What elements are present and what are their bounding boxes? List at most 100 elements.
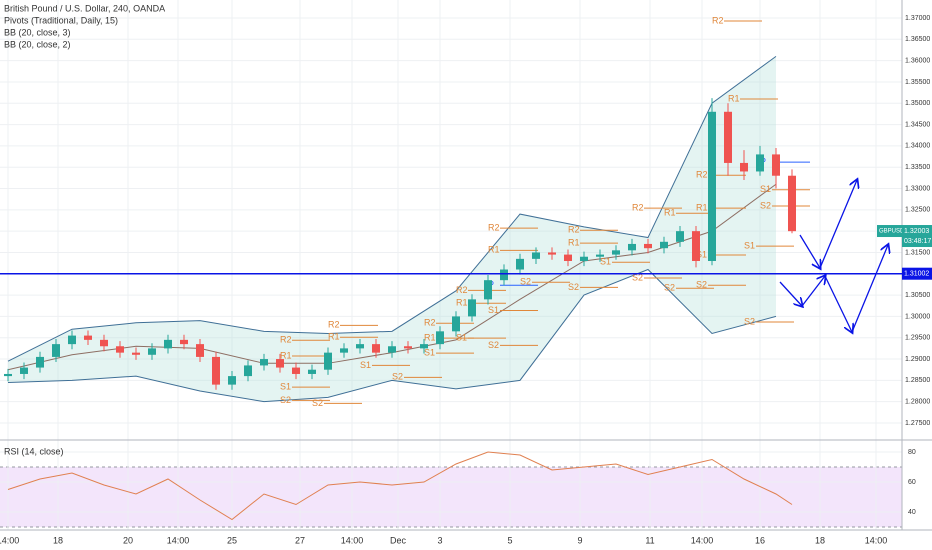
grid <box>0 0 902 530</box>
x-tick-label: Dec <box>390 535 407 545</box>
candle-body <box>596 254 604 257</box>
drawings <box>779 180 888 333</box>
candle-body <box>756 154 764 172</box>
candle-body <box>404 346 412 349</box>
candle-body <box>468 299 476 317</box>
pivot-label: R2 <box>568 225 580 235</box>
candle-body <box>676 231 684 242</box>
x-tick-label: 3 <box>437 535 442 545</box>
rsi-tick-label: 80 <box>908 449 916 456</box>
candle-body <box>84 335 92 340</box>
pivot-label: S2 <box>744 316 755 326</box>
x-tick-label: 18 <box>53 535 63 545</box>
rsi-line <box>7 451 793 521</box>
rsi-title: RSI (14, close) <box>4 446 64 456</box>
band-fill <box>8 56 776 402</box>
symbol-tag: GBPUSD <box>879 229 905 235</box>
candle-body <box>724 111 732 163</box>
candle-body <box>324 352 332 370</box>
arrow <box>824 275 852 332</box>
candle-body <box>4 373 12 377</box>
y-tick-label: 1.36500 <box>905 36 930 43</box>
pivot-label: S2 <box>520 277 531 287</box>
candle-body <box>36 356 44 368</box>
indicator-label: BB (20, close, 3) <box>4 27 71 37</box>
candle-body <box>228 376 236 385</box>
last-price-bg <box>902 225 932 248</box>
candle-body <box>692 231 700 261</box>
candle-body <box>260 359 268 366</box>
y-tick-label: 1.30500 <box>905 292 930 299</box>
band-upper <box>7 55 777 362</box>
pivot-label: S1 <box>744 240 755 250</box>
arrow <box>801 276 825 307</box>
candle-body <box>356 344 364 349</box>
chart-title: British Pound / U.S. Dollar, 240, OANDA <box>4 3 165 13</box>
x-tick-label: 11 <box>645 535 654 545</box>
price-tag: 1.31002 <box>904 271 929 278</box>
candle-body <box>580 256 588 261</box>
y-tick-label: 1.28500 <box>905 377 930 384</box>
x-tick-label: 14:00 <box>341 535 364 545</box>
pivot-label: S2 <box>392 372 403 382</box>
candle-body <box>116 346 124 353</box>
pivot-label: R1 <box>728 93 740 103</box>
pivot-label: S1 <box>360 360 371 370</box>
candle-body <box>484 280 492 300</box>
pivot-label: R1 <box>424 333 436 343</box>
arrow <box>799 234 820 268</box>
candle-body <box>772 154 780 176</box>
candle-body <box>500 269 508 281</box>
arrow <box>819 180 857 269</box>
pivot-label: S1 <box>456 333 467 343</box>
y-tick-label: 1.34000 <box>905 143 930 150</box>
pivot-label: R1 <box>456 298 468 308</box>
pivot-label: R1 <box>568 237 580 247</box>
candle-body <box>292 367 300 374</box>
symbol-tag-bg <box>877 225 902 238</box>
y-tick-label: 1.33500 <box>905 164 930 171</box>
pivot-label: R2 <box>328 320 340 330</box>
candle-body <box>564 254 572 261</box>
y-tick-label: 1.28000 <box>905 399 930 406</box>
indicator-label: BB (20, close, 2) <box>4 39 71 49</box>
x-tick-label: 18 <box>815 535 825 545</box>
x-tick-label: 25 <box>227 535 237 545</box>
y-tick-label: 1.30000 <box>905 313 930 320</box>
candle-body <box>52 344 60 357</box>
y-tick-label: 1.31500 <box>905 249 930 256</box>
candle-body <box>788 175 796 232</box>
candle-body <box>740 162 748 172</box>
pivot-label: S1 <box>424 347 435 357</box>
candle-body <box>388 346 396 353</box>
candle-body <box>660 241 668 249</box>
pivot-label: S1 <box>696 249 707 259</box>
candle-body <box>340 348 348 353</box>
candle-body <box>180 339 188 345</box>
pivot-label: R2 <box>456 285 468 295</box>
candle-body <box>708 111 716 261</box>
candles <box>4 98 796 390</box>
candle-body <box>212 356 220 385</box>
pivot-label: S2 <box>664 283 675 293</box>
candle-body <box>100 339 108 347</box>
candle-body <box>196 344 204 357</box>
candle-body <box>132 352 140 355</box>
y-tick-label: 1.34500 <box>905 121 930 128</box>
pivot-label: S2 <box>760 200 771 210</box>
arrow <box>851 245 888 333</box>
x-tick-label: 27 <box>295 535 305 545</box>
candle-body <box>436 331 444 345</box>
pivot-label: R2 <box>424 318 436 328</box>
pivots: R2R1PS1S2R2R1S1S2S2S1R2R1S2S2R2R1S1S2R2R… <box>280 15 810 408</box>
pivot-label: S2 <box>280 395 291 405</box>
candle-body <box>20 367 28 374</box>
candle-body <box>628 243 636 251</box>
y-tick-label: 1.27500 <box>905 420 930 427</box>
pivot-label: S1 <box>600 257 611 267</box>
candle-body <box>548 252 556 255</box>
pivot-label: R1 <box>280 350 292 360</box>
indicator-label: Pivots (Traditional, Daily, 15) <box>4 15 118 25</box>
candle-body <box>244 365 252 377</box>
y-tick-label: 1.29000 <box>905 356 930 363</box>
